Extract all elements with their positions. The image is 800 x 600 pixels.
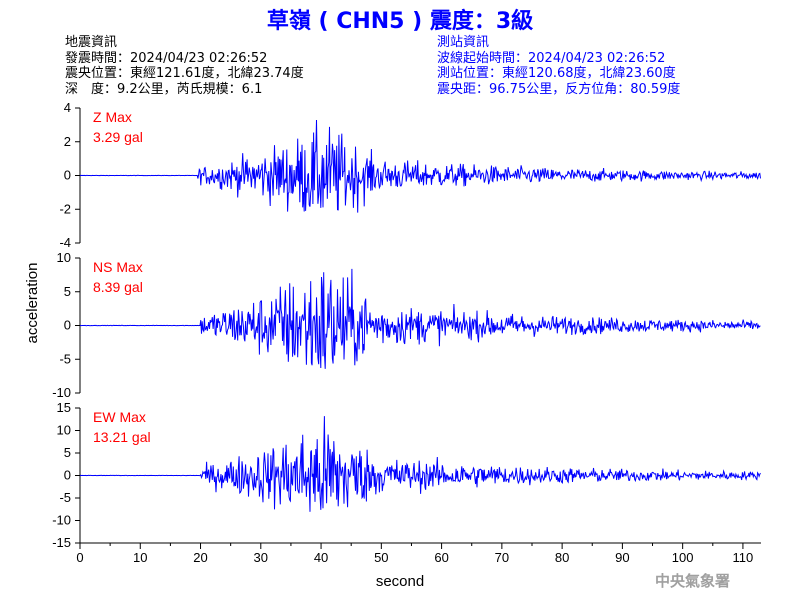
x-tick-label: 110 — [733, 550, 754, 565]
y-tick-label: 5 — [64, 445, 71, 460]
x-tick-label: 30 — [254, 550, 268, 565]
max-label-ns: NS Max — [93, 259, 143, 275]
y-tick-label: -2 — [59, 201, 71, 216]
depth-magnitude: 深 度：9.2公里，芮氏規模：6.1 — [65, 81, 263, 97]
max-value-z: 3.29 gal — [93, 129, 143, 145]
y-tick-label: 4 — [64, 100, 71, 115]
x-tick-label: 10 — [133, 550, 147, 565]
y-axis-label: acceleration — [24, 263, 41, 344]
x-tick-label: 50 — [374, 550, 388, 565]
y-tick-label: 10 — [57, 423, 71, 438]
y-tick-label: 15 — [57, 400, 71, 415]
x-tick-label: 100 — [672, 550, 694, 565]
y-tick-label: 0 — [64, 318, 71, 333]
x-tick-label: 0 — [76, 550, 83, 565]
max-label-ew: EW Max — [93, 409, 146, 425]
station-location: 測站位置：東經120.68度，北緯23.60度 — [437, 66, 676, 81]
x-axis: 0 10 20 30 40 50 60 70 80 90 100 110 — [76, 542, 761, 565]
agency-label: 中央氣象署 — [655, 572, 731, 590]
y-tick-label: -10 — [52, 513, 71, 528]
trace-z — [79, 119, 761, 213]
y-tick-label: 5 — [64, 284, 71, 299]
max-value-ew: 13.21 gal — [93, 429, 151, 445]
x-tick-label: 40 — [314, 550, 328, 565]
trace-ns — [80, 268, 761, 369]
panel-z: -4 -2 0 2 4 Z Max 3.29 gal — [59, 100, 761, 250]
station-info-heading: 測站資訊 — [437, 35, 490, 50]
x-tick-label: 60 — [434, 550, 448, 565]
panel-ns: -10 -5 0 5 10 NS Max 8.39 gal — [52, 250, 761, 400]
y-tick-label: -5 — [59, 490, 71, 505]
y-tick-label: 0 — [64, 468, 71, 483]
y-tick-label: 0 — [64, 168, 71, 183]
earthquake-info-heading: 地震資訊 — [65, 35, 118, 50]
panel-ew: -15 -10 -5 0 5 10 15 EW Max 13.21 gal — [52, 400, 761, 550]
x-tick-label: 80 — [555, 550, 569, 565]
seismogram-panels: -4 -2 0 2 4 Z Max 3.29 gal -10 -5 0 5 10 NS Max 8.39 … — [52, 100, 761, 550]
y-tick-label: -5 — [59, 351, 71, 366]
earthquake-info: 地震資訊 發震時間：2024/04/23 02:26:52 震央位置：東經121… — [65, 35, 304, 97]
origin-time: 發震時間：2024/04/23 02:26:52 — [65, 50, 268, 66]
x-tick-label: 90 — [615, 550, 629, 565]
trace-ew — [79, 416, 761, 512]
max-value-ns: 8.39 gal — [93, 279, 143, 295]
chart-title: 草嶺 ( CHN5 ) 震度：3級 — [266, 9, 534, 34]
y-tick-label: -4 — [59, 235, 71, 250]
y-tick-label: 2 — [64, 134, 71, 149]
x-tick-label: 70 — [495, 550, 509, 565]
y-tick-label: 10 — [57, 250, 71, 265]
x-axis-label: second — [376, 573, 424, 590]
x-tick-label: 20 — [193, 550, 207, 565]
epicentral-distance: 震央距：96.75公里，反方位角：80.59度 — [437, 81, 681, 97]
y-tick-label: -15 — [52, 535, 71, 550]
epicenter-location: 震央位置：東經121.61度，北緯23.74度 — [65, 66, 304, 81]
wave-start-time: 波線起始時間：2024/04/23 02:26:52 — [437, 50, 666, 66]
station-info: 測站資訊 波線起始時間：2024/04/23 02:26:52 測站位置：東經1… — [437, 35, 680, 97]
y-tick-label: -10 — [52, 385, 71, 400]
max-label-z: Z Max — [93, 109, 132, 125]
